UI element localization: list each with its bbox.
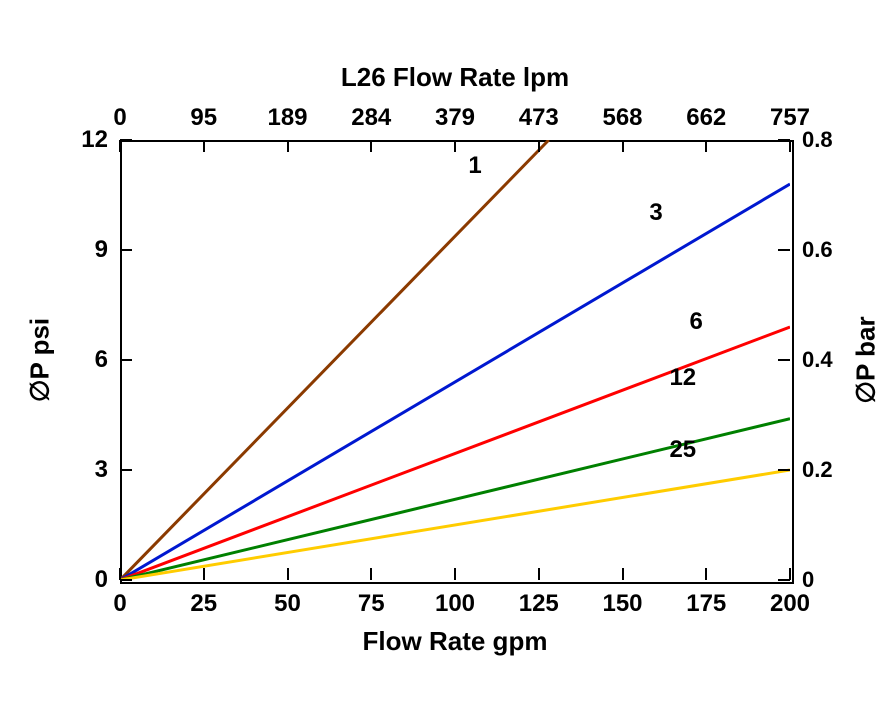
x-bottom-tick: [622, 568, 624, 580]
x-top-tick: [119, 140, 121, 152]
series-line: [120, 140, 549, 580]
x-bottom-tick-label: 50: [274, 590, 301, 618]
x-bottom-tick-label: 125: [519, 590, 559, 618]
x-top-tick: [203, 140, 205, 152]
x-top-tick: [789, 140, 791, 152]
x-bottom-tick-label: 150: [602, 590, 642, 618]
x-bottom-tick: [287, 568, 289, 580]
x-bottom-tick: [370, 568, 372, 580]
series-label: 6: [690, 308, 703, 336]
series-label: 25: [669, 436, 696, 464]
x-top-tick-label: 568: [602, 104, 642, 132]
x-top-tick-label: 284: [351, 104, 391, 132]
y-right-tick-label: 0.6: [802, 237, 833, 263]
x-bottom-tick-label: 75: [358, 590, 385, 618]
y-right-tick-label: 0.4: [802, 347, 833, 373]
x-bottom-tick-label: 0: [113, 590, 126, 618]
x-bottom-tick: [203, 568, 205, 580]
x-top-tick: [622, 140, 624, 152]
x-top-tick: [370, 140, 372, 152]
y-left-tick: [120, 579, 132, 581]
y-right-tick-label: 0: [802, 567, 814, 593]
x-top-tick-label: 189: [267, 104, 307, 132]
x-top-tick-label: 379: [435, 104, 475, 132]
x-bottom-tick: [705, 568, 707, 580]
y-right-tick: [778, 249, 790, 251]
y-left-tick-label: 12: [81, 126, 108, 154]
series-label: 1: [468, 152, 481, 180]
y-right-tick: [778, 139, 790, 141]
series-label: 12: [669, 364, 696, 392]
y-left-tick-label: 0: [95, 566, 108, 594]
x-top-tick: [287, 140, 289, 152]
y-right-tick: [778, 359, 790, 361]
x-top-tick: [454, 140, 456, 152]
y-left-tick: [120, 249, 132, 251]
y-right-tick-label: 0.8: [802, 127, 833, 153]
x-top-tick: [705, 140, 707, 152]
y-left-tick: [120, 469, 132, 471]
y-right-tick: [778, 469, 790, 471]
x-bottom-tick-label: 200: [770, 590, 810, 618]
x-bottom-tick-label: 100: [435, 590, 475, 618]
x-bottom-tick-label: 175: [686, 590, 726, 618]
y-left-tick-label: 3: [95, 456, 108, 484]
y-right-tick-label: 0.2: [802, 457, 833, 483]
x-bottom-tick: [538, 568, 540, 580]
y-left-tick-label: 6: [95, 346, 108, 374]
chart-container: L26 Flow Rate lpm Flow Rate gpm ∅P psi ∅…: [0, 0, 890, 726]
x-bottom-tick-label: 25: [190, 590, 217, 618]
x-top-tick-label: 0: [113, 104, 126, 132]
y-left-tick: [120, 359, 132, 361]
x-bottom-tick: [454, 568, 456, 580]
x-top-tick: [538, 140, 540, 152]
x-top-tick-label: 95: [190, 104, 217, 132]
x-top-tick-label: 662: [686, 104, 726, 132]
x-top-tick-label: 473: [519, 104, 559, 132]
series-label: 3: [649, 199, 662, 227]
series-line: [120, 470, 790, 580]
y-right-tick: [778, 579, 790, 581]
y-left-tick: [120, 139, 132, 141]
y-left-tick-label: 9: [95, 236, 108, 264]
